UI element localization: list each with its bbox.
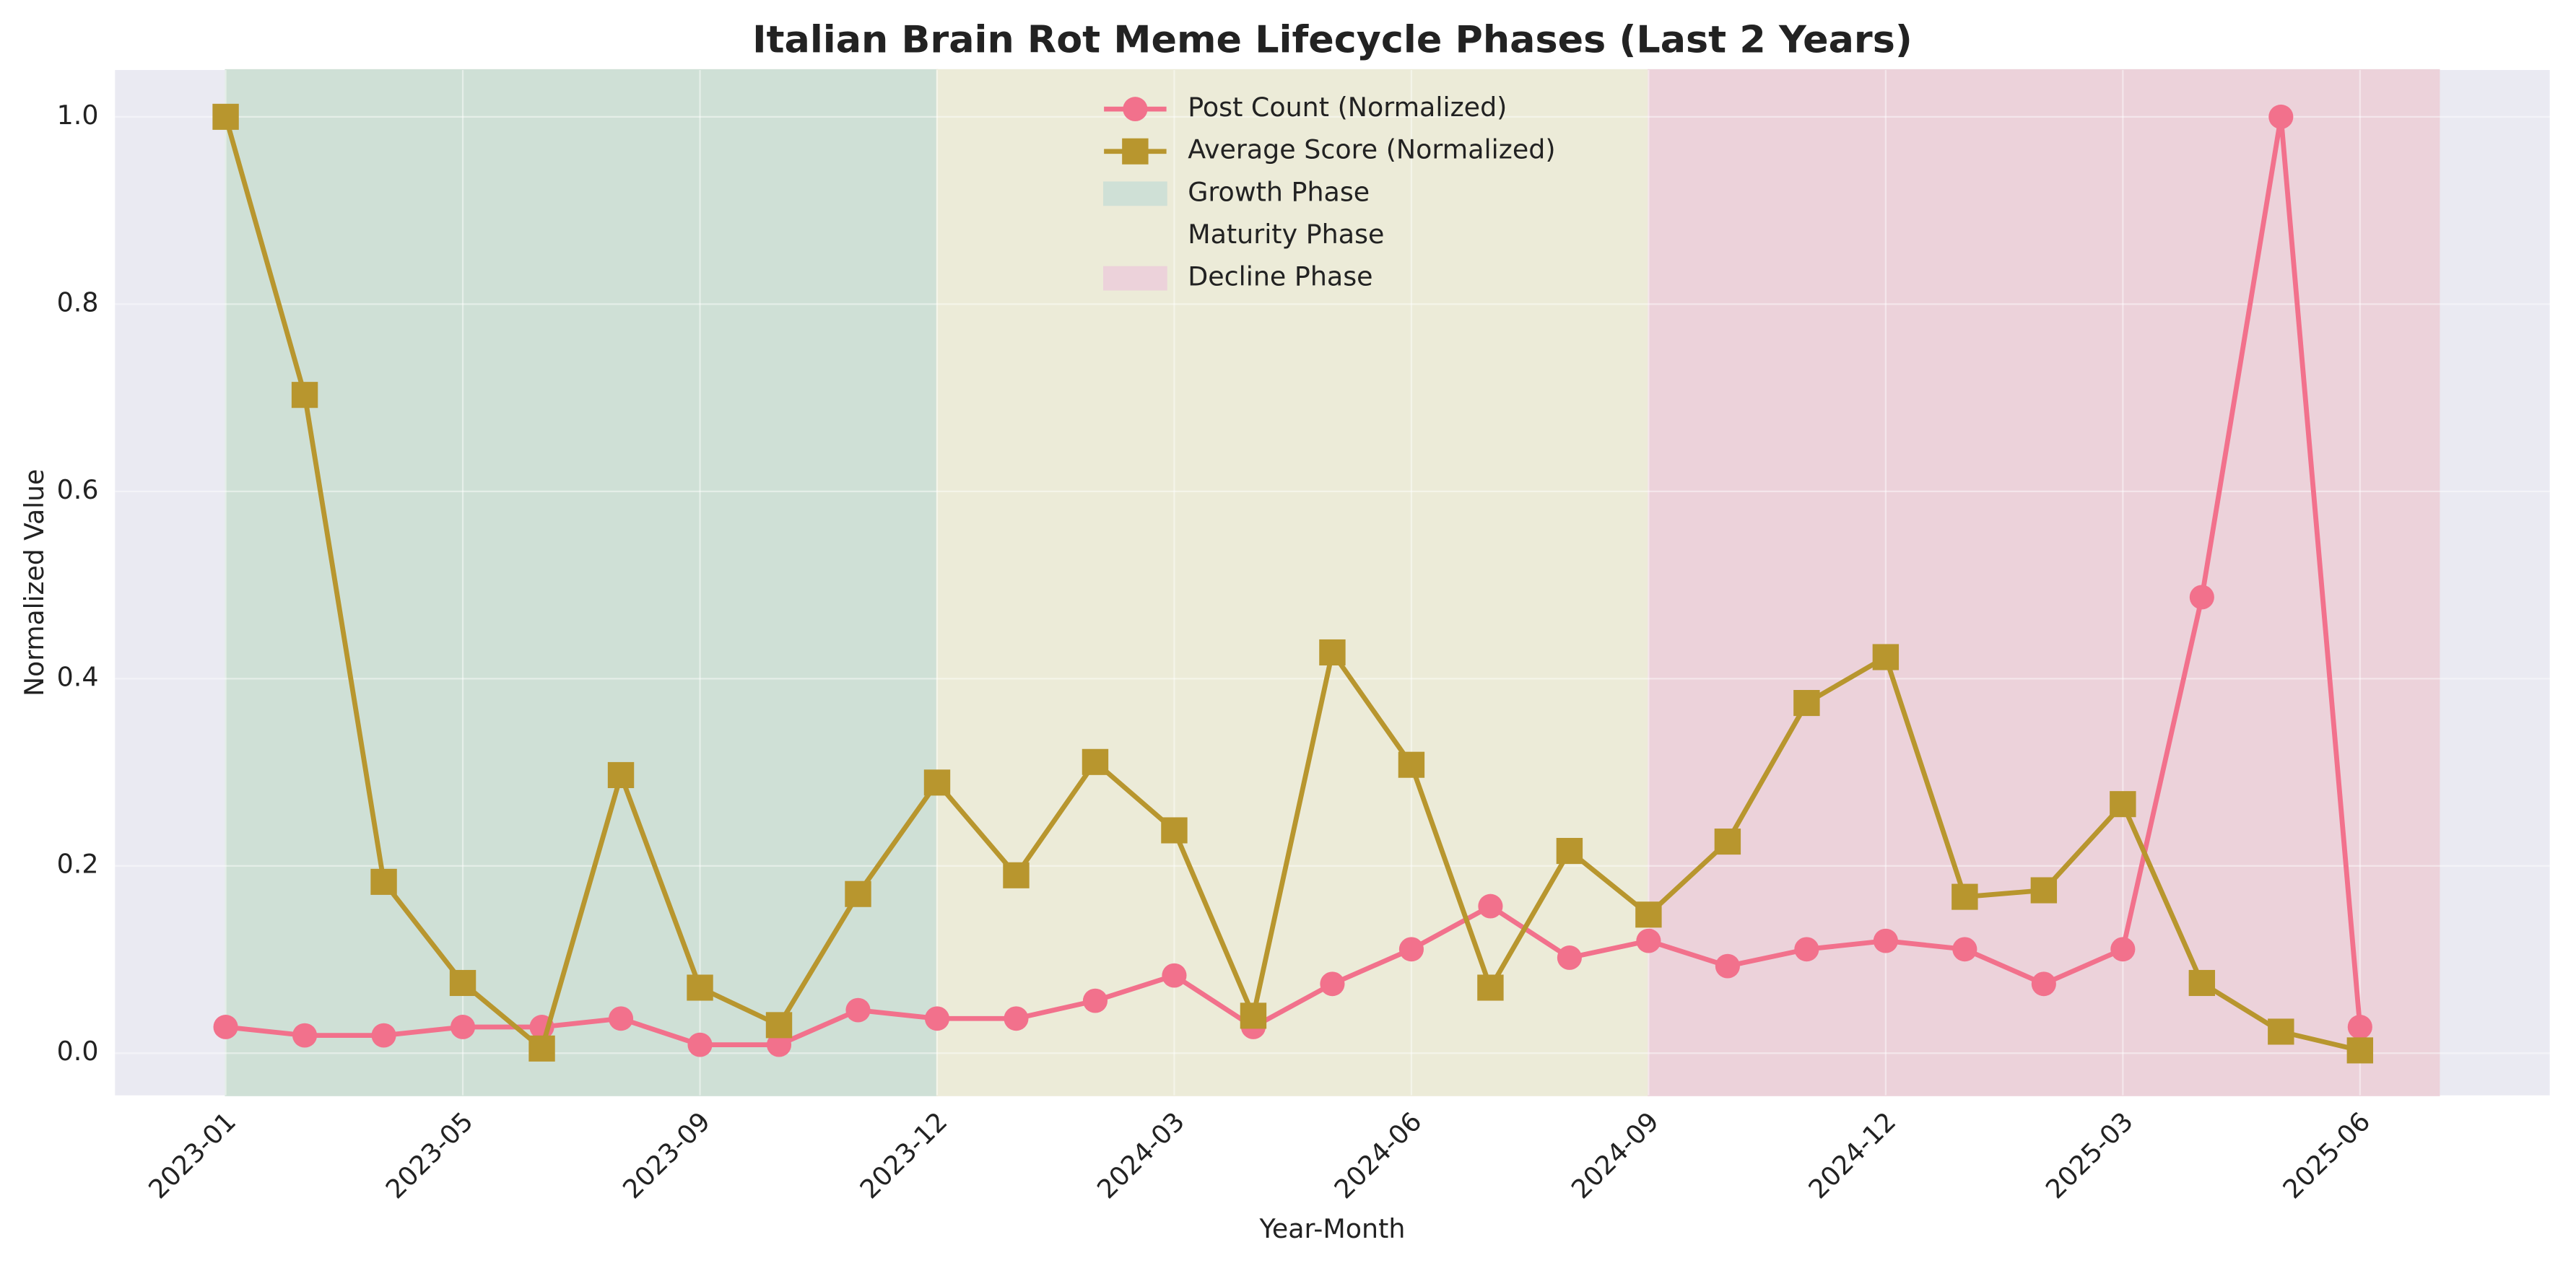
legend-label: Average Score (Normalized) xyxy=(1188,134,1555,165)
data-point xyxy=(845,997,871,1023)
data-point xyxy=(449,969,477,997)
series-line xyxy=(225,114,2363,1048)
data-point xyxy=(1793,690,1820,717)
data-point xyxy=(2268,104,2294,129)
x-tick-label: 2023-12 xyxy=(854,1106,954,1205)
y-tick-label: 0.4 xyxy=(57,661,99,692)
y-tick-label: 0.6 xyxy=(57,474,99,505)
data-point xyxy=(1004,1006,1029,1031)
data-point xyxy=(923,769,951,796)
data-point xyxy=(1398,937,1424,962)
data-point xyxy=(2347,1015,2372,1039)
plot-layer: 0.0 0.2 0.4 0.6 0.8 1.0 2023-01 2023-05 2023-09 2… xyxy=(57,69,2550,1205)
data-point xyxy=(924,1006,950,1031)
data-point xyxy=(1556,838,1583,865)
data-point xyxy=(292,1023,318,1048)
x-tick-label: 2023-09 xyxy=(617,1106,716,1205)
x-tick-label: 2024-03 xyxy=(1091,1106,1191,1205)
data-point xyxy=(291,382,318,408)
legend-swatch xyxy=(1103,224,1167,248)
data-point xyxy=(370,868,397,895)
data-point xyxy=(1240,1002,1267,1029)
y-axis-label: Normalized Value xyxy=(19,469,50,696)
data-point xyxy=(1082,988,1108,1013)
x-tick-label: 2025-06 xyxy=(2276,1106,2376,1205)
data-point xyxy=(1951,883,1978,910)
data-point xyxy=(687,974,713,1001)
data-point xyxy=(2346,1037,2374,1064)
data-point xyxy=(528,1035,555,1062)
data-point xyxy=(2031,971,2056,997)
data-point xyxy=(1161,817,1188,844)
x-tick-label: 2023-01 xyxy=(142,1106,242,1205)
data-point xyxy=(213,1015,238,1039)
data-point xyxy=(1003,862,1030,888)
data-point xyxy=(607,761,635,788)
data-point xyxy=(1319,639,1346,666)
data-point xyxy=(212,103,239,130)
legend-label: Post Count (Normalized) xyxy=(1188,92,1507,123)
data-point xyxy=(1557,945,1582,970)
data-point xyxy=(1082,748,1109,775)
x-tick-label: 2023-05 xyxy=(380,1106,479,1205)
legend-marker xyxy=(1122,138,1149,165)
data-point xyxy=(2110,937,2136,962)
x-tick-label: 2025-03 xyxy=(2040,1106,2139,1205)
legend-label: Decline Phase xyxy=(1188,261,1372,292)
chart-title: Italian Brain Rot Meme Lifecycle Phases … xyxy=(752,19,1913,62)
y-tick-label: 0.0 xyxy=(57,1036,99,1067)
x-tick-label: 2024-12 xyxy=(1802,1106,1902,1205)
legend-label: Growth Phase xyxy=(1188,176,1370,207)
data-point xyxy=(1320,971,1345,997)
legend-swatch xyxy=(1103,181,1167,206)
x-axis-label: Year-Month xyxy=(1258,1213,1405,1244)
data-point xyxy=(1873,928,1898,953)
data-point xyxy=(1714,829,1741,855)
legend-marker xyxy=(1123,97,1148,122)
data-point xyxy=(687,1032,713,1057)
data-point xyxy=(845,880,871,907)
data-point xyxy=(1794,937,1819,962)
data-point xyxy=(450,1015,476,1039)
x-tick-label: 2024-09 xyxy=(1565,1106,1665,1205)
data-point xyxy=(371,1023,396,1048)
data-point xyxy=(2189,585,2214,610)
phase-band xyxy=(936,69,1650,1096)
data-point xyxy=(2110,791,2136,818)
data-point xyxy=(1872,644,1900,670)
legend-label: Maturity Phase xyxy=(1188,219,1384,250)
data-point xyxy=(608,1006,634,1031)
y-tick-label: 0.8 xyxy=(57,287,99,318)
data-point xyxy=(766,1032,792,1057)
data-point xyxy=(1715,953,1740,979)
data-point xyxy=(1636,928,1661,953)
data-point xyxy=(1478,893,1503,919)
x-tick-label: 2024-06 xyxy=(1328,1106,1427,1205)
phase-band xyxy=(1648,69,2440,1096)
data-point xyxy=(2188,969,2216,997)
data-point xyxy=(2030,877,2058,904)
data-point xyxy=(1635,901,1662,928)
y-tick-label: 0.2 xyxy=(57,849,99,880)
data-point xyxy=(765,1012,793,1039)
data-point xyxy=(1162,963,1187,988)
legend-swatch xyxy=(1103,266,1167,291)
data-point xyxy=(1398,751,1425,778)
data-point xyxy=(1477,974,1504,1001)
data-point xyxy=(1952,937,1977,962)
data-point xyxy=(2268,1018,2294,1045)
y-tick-label: 1.0 xyxy=(57,100,99,131)
series-line xyxy=(223,115,2361,1053)
phase-band xyxy=(225,69,939,1096)
